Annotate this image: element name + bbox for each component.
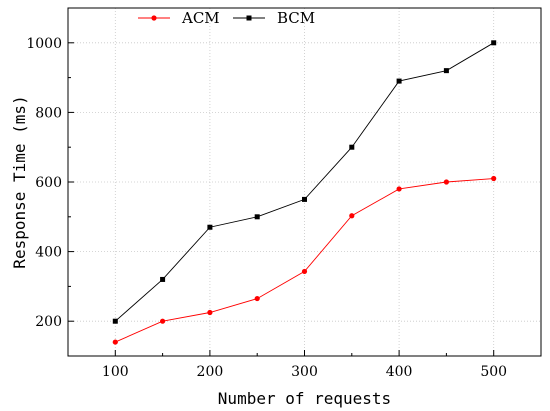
data-point-bcm bbox=[112, 318, 118, 324]
legend-marker-bcm bbox=[246, 15, 252, 21]
data-point-bcm bbox=[443, 68, 449, 74]
x-tick-label: 100 bbox=[102, 364, 129, 380]
legend-item-acm: ACM bbox=[138, 9, 220, 27]
data-point-bcm bbox=[160, 276, 166, 282]
data-point-bcm bbox=[207, 224, 213, 230]
y-tick-label: 600 bbox=[35, 175, 62, 191]
data-point-acm bbox=[349, 213, 355, 219]
data-point-acm bbox=[160, 318, 166, 324]
legend-label-acm: ACM bbox=[181, 9, 220, 27]
x-tick-label: 400 bbox=[386, 364, 413, 380]
data-point-acm bbox=[207, 309, 213, 316]
series-bcm bbox=[112, 40, 497, 324]
axis-ticks: 100 200 300 400 500 200 400 600 800 1000 bbox=[26, 7, 542, 380]
legend: ACM BCM bbox=[138, 9, 315, 27]
series-group bbox=[112, 40, 497, 345]
data-point-bcm bbox=[491, 40, 497, 46]
y-tick-label: 1000 bbox=[26, 36, 62, 52]
y-axis-title: Response Time (ms) bbox=[10, 95, 29, 268]
data-point-bcm bbox=[349, 144, 355, 150]
data-point-bcm bbox=[302, 196, 307, 202]
data-point-acm bbox=[491, 175, 497, 182]
y-tick-label: 800 bbox=[35, 105, 62, 121]
x-tick-label: 500 bbox=[480, 364, 507, 380]
x-axis-title: Number of requests bbox=[218, 389, 391, 408]
grid bbox=[68, 8, 541, 356]
data-point-bcm bbox=[254, 214, 260, 220]
legend-label-bcm: BCM bbox=[277, 9, 315, 27]
legend-item-bcm: BCM bbox=[233, 9, 315, 27]
data-point-acm bbox=[254, 295, 260, 302]
data-point-acm bbox=[301, 268, 308, 275]
y-tick-label: 400 bbox=[35, 245, 62, 261]
x-tick-label: 300 bbox=[291, 364, 318, 380]
x-tick-label: 200 bbox=[197, 364, 224, 380]
data-point-acm bbox=[396, 186, 402, 192]
y-tick-label: 200 bbox=[35, 314, 62, 330]
data-point-bcm bbox=[396, 78, 402, 84]
data-point-acm bbox=[443, 179, 449, 185]
data-point-acm bbox=[112, 339, 118, 345]
series-acm bbox=[112, 175, 497, 345]
legend-marker-acm bbox=[151, 15, 157, 21]
